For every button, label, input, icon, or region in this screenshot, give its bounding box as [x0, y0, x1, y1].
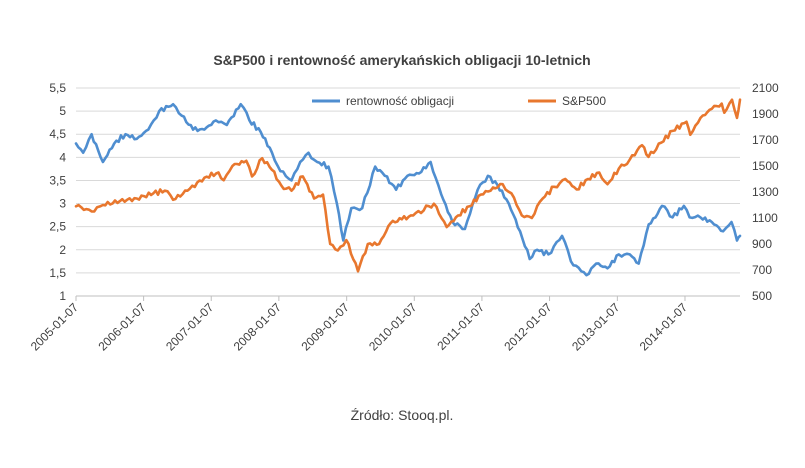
x-tick-label: 2012-01-07: [501, 300, 555, 354]
gridlines: [76, 87, 740, 297]
x-tick-label: 2006-01-07: [95, 300, 149, 354]
y-left-tick-label: 5,5: [49, 81, 66, 95]
y-left-tick-label: 1,5: [49, 266, 66, 280]
y-left-tick-label: 2,5: [49, 220, 66, 234]
series-lines: [74, 98, 742, 277]
y-right-tick-label: 1700: [752, 133, 779, 147]
y-left-tick-label: 3,5: [49, 173, 66, 187]
x-tick-label: 2014-01-07: [637, 300, 691, 354]
x-tick-label: 2007-01-07: [163, 300, 217, 354]
y-left-tick-label: 3: [59, 197, 66, 211]
x-tick-label: 2011-01-07: [434, 300, 487, 353]
x-tick-label: 2010-01-07: [366, 300, 420, 354]
series-line-sp500: [74, 98, 742, 273]
legend-label: S&P500: [562, 94, 606, 108]
x-tick-label: 2013-01-07: [569, 300, 623, 354]
y-right-tick-label: 1300: [752, 185, 779, 199]
y-axis-left: 1 1,5 2 2,5 3 3,5 4 4,5 5 5,5: [49, 81, 66, 303]
x-axis: 2005-01-07 2006-01-07 2007-01-07 2008-01-07…: [28, 295, 740, 354]
y-right-tick-label: 1100: [752, 211, 778, 225]
y-left-tick-label: 5: [59, 104, 66, 118]
y-left-tick-label: 4,5: [49, 127, 66, 141]
y-right-tick-label: 1500: [752, 159, 779, 173]
y-right-tick-label: 1900: [752, 107, 779, 121]
y-right-tick-label: 900: [752, 237, 772, 251]
legend-label: rentowność obligacji: [346, 94, 454, 108]
y-left-tick-label: 2: [59, 243, 66, 257]
y-axis-right: 500 700 900 1100 1300 1500 1700 1900 2100: [752, 81, 779, 303]
x-tick-label: 2009-01-07: [298, 300, 352, 354]
y-left-tick-label: 1: [59, 289, 66, 303]
x-tick-label: 2005-01-07: [28, 300, 82, 354]
chart-title: S&P500 i rentowność amerykańskich obliga…: [213, 52, 590, 68]
legend: rentowność obligacji S&P500: [312, 94, 606, 108]
y-left-tick-label: 4: [59, 150, 66, 164]
y-right-tick-label: 2100: [752, 81, 779, 95]
x-tick-label: 2008-01-07: [231, 300, 285, 354]
y-right-tick-label: 500: [752, 289, 772, 303]
y-right-tick-label: 700: [752, 263, 772, 277]
source-note: Źródło: Stooq.pl.: [351, 407, 454, 423]
series-line-yield: [74, 102, 742, 277]
